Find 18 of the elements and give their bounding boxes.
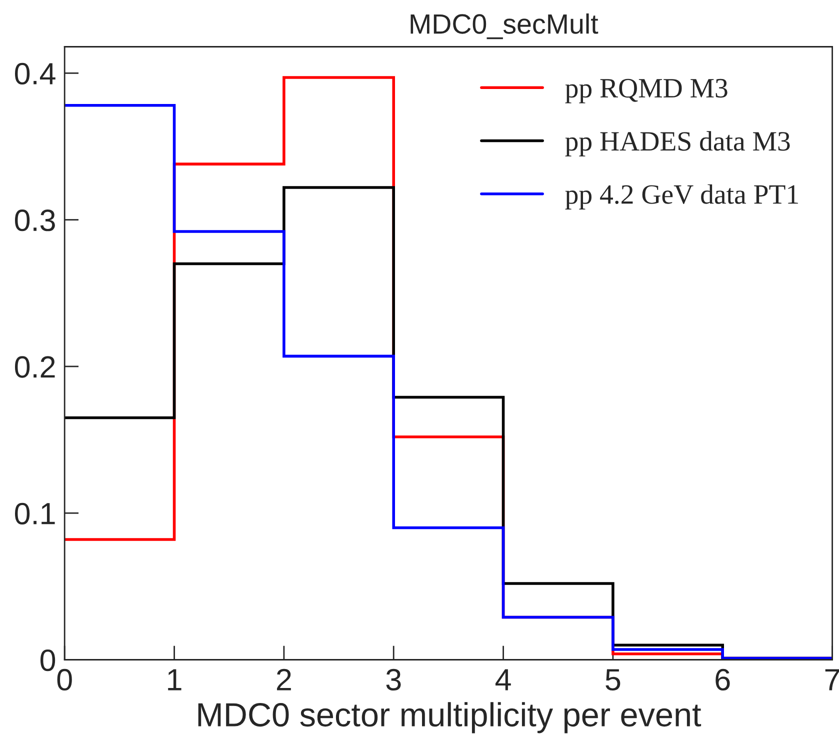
x-tick-label: 5 [606,669,620,691]
x-tick-label: 4 [495,669,511,690]
y-tick-label: 0 [40,649,56,672]
legend-label: pp 4.2 GeV data PT1 [565,184,798,210]
chart-title: MDC0_secMult [410,13,598,40]
x-tick-label: 2 [276,668,291,690]
legend-label: pp RQMD M3 [565,78,728,104]
x-tick-label: 0 [57,668,72,691]
legend-label: pp HADES data M3 [565,131,790,156]
x-axis-title: MDC0 sector multiplicity per event [198,702,702,734]
y-tick-label: 0.2 [14,356,55,378]
x-tick-label: 7 [825,669,839,690]
y-tick-label: 0.4 [14,62,56,85]
x-tick-label: 1 [168,669,182,690]
x-tick-label: 3 [386,668,401,691]
x-tick-label: 6 [716,668,730,691]
y-tick-label: 0.1 [14,502,55,524]
y-tick-label: 0.3 [14,210,55,232]
